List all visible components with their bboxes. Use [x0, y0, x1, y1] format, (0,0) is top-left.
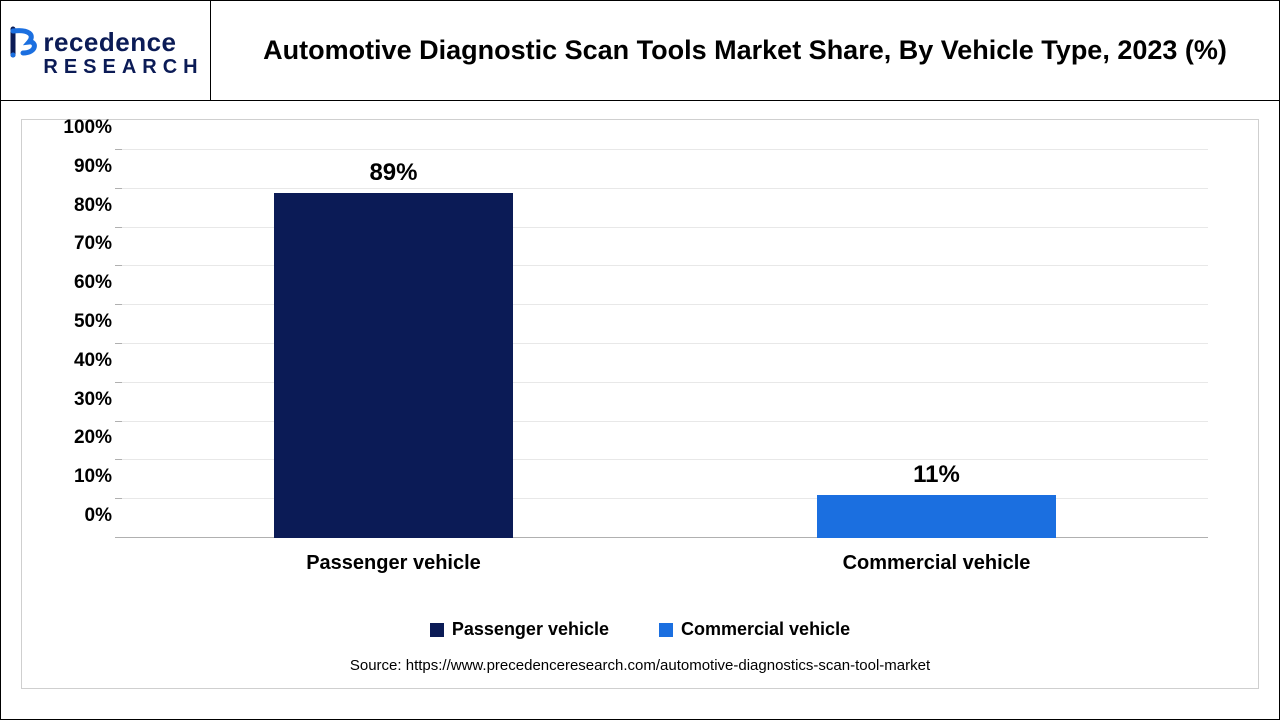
- bar-value-label: 89%: [274, 159, 513, 193]
- legend-swatch: [659, 623, 673, 637]
- y-tick-label: 60%: [42, 272, 112, 294]
- logo-figure-icon: [7, 25, 41, 59]
- plot-area: 0%10%20%30%40%50%60%70%80%90%100%89%Pass…: [122, 150, 1208, 538]
- bar: 89%: [274, 193, 513, 538]
- logo: recedence RESEARCH: [7, 25, 203, 77]
- y-tick-label: 30%: [42, 389, 112, 411]
- title-cell: Automotive Diagnostic Scan Tools Market …: [211, 28, 1279, 74]
- legend-label: Commercial vehicle: [681, 619, 850, 640]
- plot-frame: 0% 10% 20% 30% 40% 50% 60% 70% 80% 90% 100% 89% Pass…: [21, 119, 1259, 689]
- y-tick-mark: [115, 343, 122, 344]
- source-line: Source: https://www.precedenceresearch.c…: [22, 657, 1258, 674]
- legend-item: Commercial vehicle: [659, 619, 850, 640]
- y-tick-label: 80%: [42, 195, 112, 217]
- grid-line: [122, 149, 1208, 150]
- y-tick-mark: [115, 537, 122, 538]
- y-tick-mark: [115, 149, 122, 150]
- chart-body: 0% 10% 20% 30% 40% 50% 60% 70% 80% 90% 100% 89% Pass…: [1, 101, 1279, 719]
- chart-title: Automotive Diagnostic Scan Tools Market …: [241, 34, 1249, 68]
- legend-item: Passenger vehicle: [430, 619, 609, 640]
- bar: 11%: [817, 495, 1056, 538]
- y-tick-label: 100%: [42, 117, 112, 139]
- y-tick-mark: [115, 459, 122, 460]
- chart-container: recedence RESEARCH Automotive Diagnostic…: [0, 0, 1280, 720]
- y-tick-mark: [115, 382, 122, 383]
- y-tick-mark: [115, 421, 122, 422]
- y-tick-label: 40%: [42, 350, 112, 372]
- y-tick-label: 10%: [42, 466, 112, 488]
- logo-cell: recedence RESEARCH: [1, 1, 211, 100]
- x-category-label: Passenger vehicle: [306, 552, 481, 575]
- y-tick-mark: [115, 227, 122, 228]
- y-tick-label: 70%: [42, 233, 112, 255]
- y-tick-label: 50%: [42, 311, 112, 333]
- legend-swatch: [430, 623, 444, 637]
- y-tick-mark: [115, 304, 122, 305]
- y-tick-label: 0%: [42, 505, 112, 527]
- y-tick-mark: [115, 188, 122, 189]
- bar-value-label: 11%: [817, 461, 1056, 495]
- logo-text-bottom: RESEARCH: [43, 57, 203, 77]
- y-tick-mark: [115, 265, 122, 266]
- logo-text-top: recedence: [43, 29, 176, 55]
- x-category-label: Commercial vehicle: [843, 552, 1031, 575]
- legend: Passenger vehicle Commercial vehicle: [22, 619, 1258, 640]
- legend-label: Passenger vehicle: [452, 619, 609, 640]
- logo-top-row: recedence: [7, 25, 176, 59]
- header-row: recedence RESEARCH Automotive Diagnostic…: [1, 1, 1279, 101]
- y-tick-mark: [115, 498, 122, 499]
- y-tick-label: 90%: [42, 156, 112, 178]
- y-tick-label: 20%: [42, 427, 112, 449]
